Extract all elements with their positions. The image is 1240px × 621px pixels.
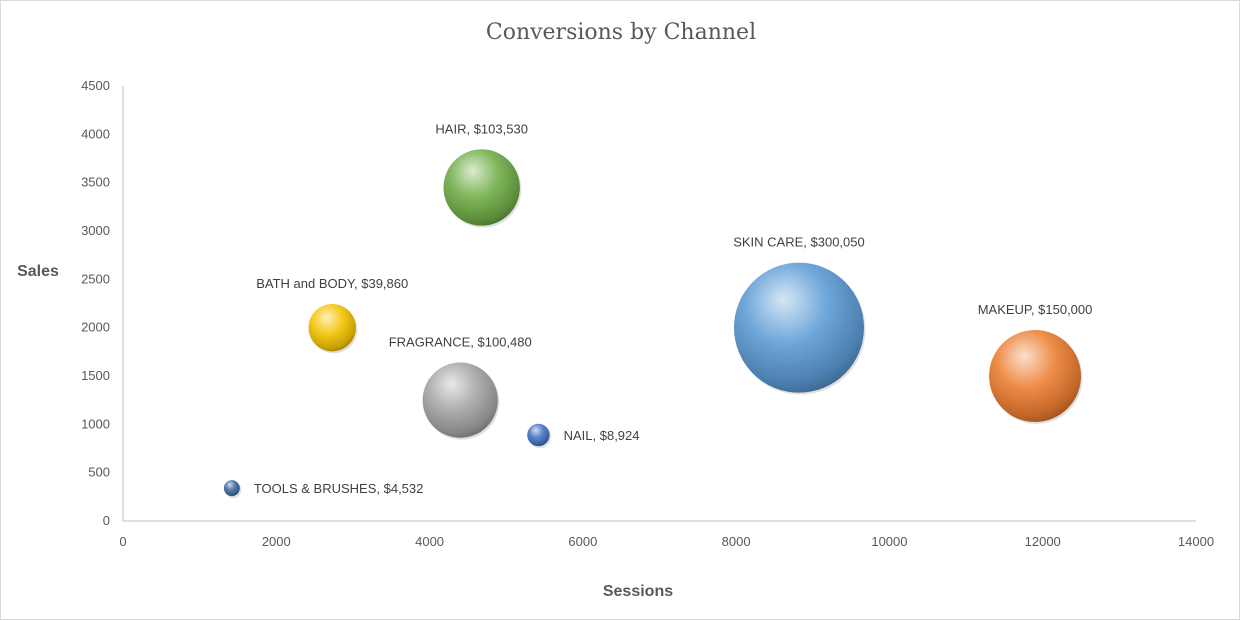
- y-tick-label: 2500: [81, 271, 110, 286]
- bubbles: [223, 149, 1083, 499]
- y-tick-label: 1500: [81, 368, 110, 383]
- x-tick-label: 2000: [262, 534, 291, 549]
- data-label: NAIL, $8,924: [564, 428, 640, 443]
- y-tick-label: 3500: [81, 175, 110, 190]
- y-tick-label: 2000: [81, 320, 110, 335]
- y-axis-title: Sales: [17, 263, 59, 280]
- y-tick-label: 0: [103, 513, 110, 528]
- bubble-hair: [443, 149, 520, 226]
- bubble-makeup: [989, 330, 1082, 422]
- x-tick-label: 4000: [415, 534, 444, 549]
- x-tick-label: 8000: [722, 534, 751, 549]
- data-label: BATH and BODY, $39,860: [256, 276, 408, 291]
- x-axis-title: Sessions: [603, 583, 673, 600]
- y-tick-label: 3000: [81, 223, 110, 238]
- bubble-nail: [527, 423, 550, 447]
- data-label: SKIN CARE, $300,050: [733, 235, 865, 250]
- data-label: HAIR, $103,530: [435, 121, 528, 136]
- x-tick-label: 14000: [1178, 534, 1214, 549]
- x-tick-label: 6000: [568, 534, 597, 549]
- axes: 0 500 1000 1500 2000 2500 3000 3500 4000 4500 0 200…: [81, 78, 1214, 549]
- data-label: TOOLS & BRUSHES, $4,532: [254, 481, 424, 496]
- data-label: MAKEUP, $150,000: [978, 302, 1093, 317]
- y-tick-label: 1000: [81, 416, 110, 431]
- chart-title: Conversions by Channel: [486, 20, 756, 45]
- y-tick-label: 4000: [81, 126, 110, 141]
- bubble-tools-brushes: [223, 480, 240, 497]
- data-labels: TOOLS & BRUSHES, $4,532 BATH and BODY, $3…: [254, 121, 1093, 496]
- data-label: FRAGRANCE, $100,480: [389, 335, 532, 350]
- x-tick-label: 10000: [871, 534, 907, 549]
- bubble-skin-care: [733, 262, 864, 393]
- x-tick-label: 12000: [1025, 534, 1061, 549]
- x-tick-label: 0: [119, 534, 126, 549]
- y-tick-label: 500: [88, 465, 110, 480]
- bubble-fragrance: [422, 362, 498, 438]
- y-tick-label: 4500: [81, 78, 110, 93]
- bubble-bath-and-body: [308, 303, 356, 352]
